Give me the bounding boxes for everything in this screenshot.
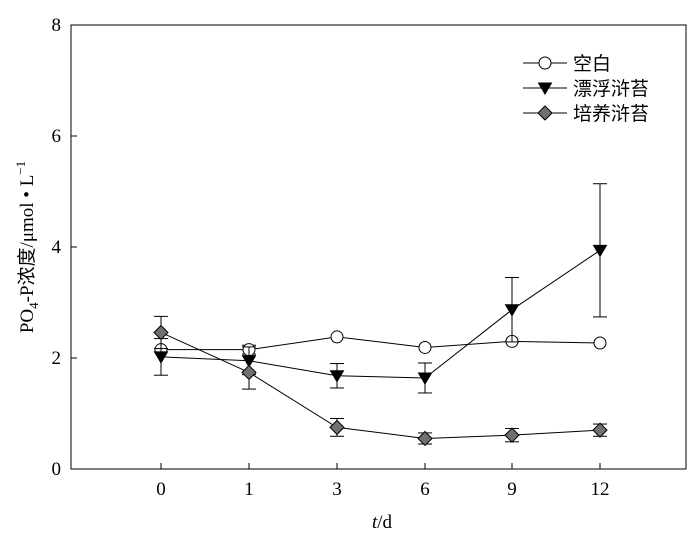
x-axis-title-italic: t	[372, 512, 378, 533]
legend-item-2: 培养浒苔	[523, 103, 649, 125]
y-tick-label-0: 0	[52, 459, 62, 480]
point-0-5	[593, 336, 607, 350]
series-line-0	[161, 336, 601, 351]
y-axis-title: PO4-P浓度/μmol • L−1	[13, 161, 41, 333]
x-tick-label-2: 3	[332, 479, 342, 500]
point-0-2	[330, 330, 344, 344]
legend-marker-circle	[538, 56, 552, 70]
y-axis-title-sub: 4	[26, 302, 41, 309]
x-axis: 0 1 3 6 9 12	[156, 463, 610, 500]
legend-marker-diamond	[537, 105, 553, 121]
y-axis-title-sup: −1	[13, 161, 28, 175]
point-2-3	[417, 430, 433, 447]
legend-label-0: 空白	[573, 53, 611, 75]
point-2-5	[592, 422, 608, 438]
legend-item-0: 空白	[523, 53, 611, 75]
series-line-1	[160, 249, 601, 379]
y-tick-label-4: 8	[52, 15, 62, 36]
series-layer	[153, 183, 608, 447]
point-2-4	[504, 427, 520, 443]
series-1	[153, 183, 608, 394]
point-1-3	[417, 372, 433, 385]
x-tick-label-0: 0	[156, 479, 166, 500]
x-tick-label-3: 6	[420, 479, 430, 500]
x-tick-label-4: 9	[507, 479, 517, 500]
x-axis-title-unit: /d	[377, 512, 392, 533]
x-axis-title: t/d	[372, 512, 393, 533]
y-tick-label-3: 6	[52, 126, 62, 147]
series-0	[154, 330, 607, 357]
x-tick-label-1: 1	[244, 479, 254, 500]
point-2-1	[241, 364, 257, 381]
series-2	[153, 315, 608, 447]
legend-label-1: 漂浮浒苔	[573, 78, 649, 100]
legend-marker-triangle	[537, 82, 553, 95]
y-axis-title-mid: -P浓度/μmol • L	[16, 175, 38, 303]
y-tick-label-1: 2	[52, 348, 62, 369]
legend-item-1: 漂浮浒苔	[523, 78, 649, 100]
legend: 空白 漂浮浒苔 培养浒苔	[523, 53, 649, 125]
point-1-2	[329, 370, 345, 383]
point-1-0	[153, 351, 169, 364]
y-axis-title-main: PO	[17, 309, 38, 333]
point-2-2	[329, 419, 345, 436]
y-axis: 0 2 4 6 8	[52, 15, 77, 480]
point-1-5	[592, 244, 608, 258]
legend-label-2: 培养浒苔	[573, 103, 649, 125]
series-line-2	[160, 332, 601, 439]
point-0-3	[418, 340, 432, 354]
x-tick-label-5: 12	[591, 479, 610, 500]
point-2-0	[153, 324, 169, 341]
y-tick-label-2: 4	[52, 237, 62, 258]
point-1-4	[504, 304, 520, 317]
